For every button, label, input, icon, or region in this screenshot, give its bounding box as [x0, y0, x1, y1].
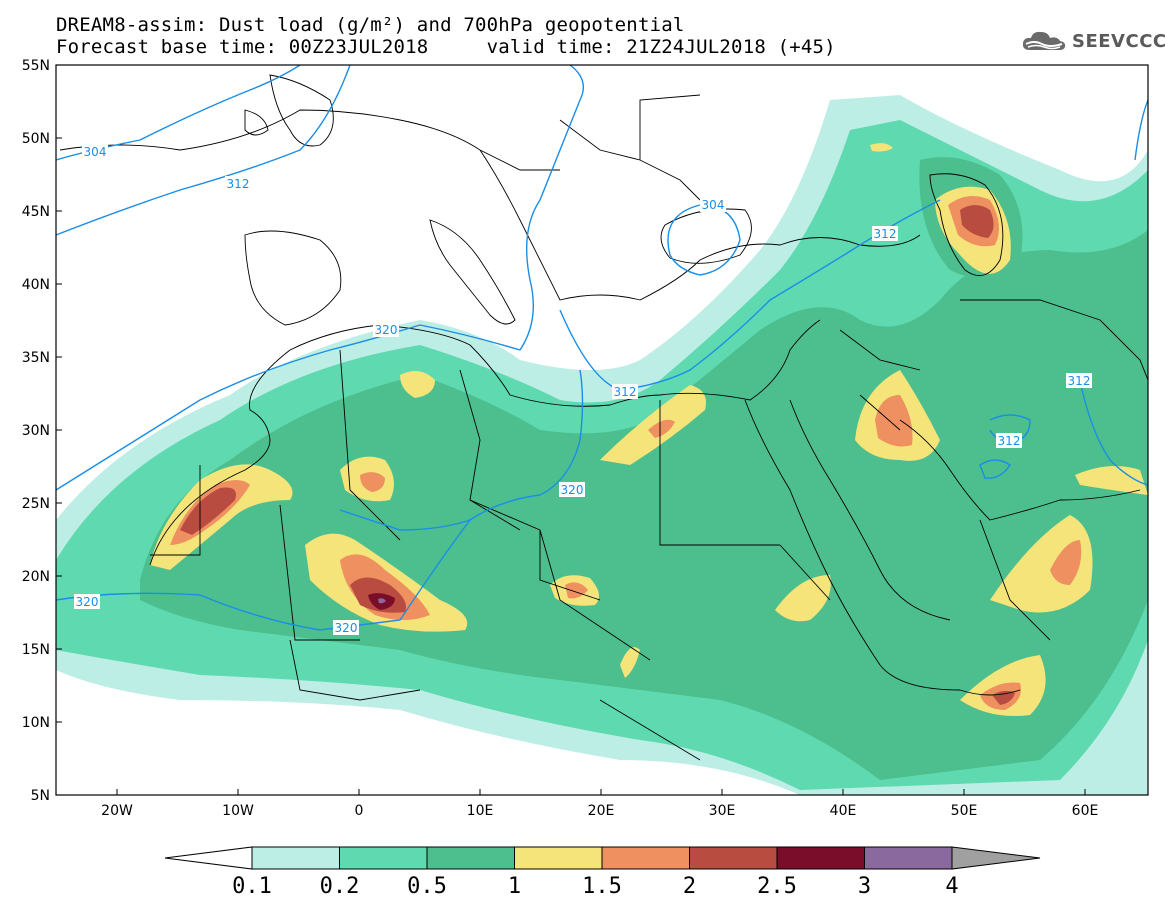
colorbar-label: 0.1: [232, 874, 272, 899]
coastlines: [59, 74, 1148, 761]
lon-label: 20E: [588, 803, 615, 819]
contour-312-ne: [1134, 99, 1148, 161]
lon-label: 10W: [222, 803, 254, 819]
dust-region-1.5-egypt: [648, 419, 675, 438]
lat-label: 25N: [22, 496, 50, 512]
contour-304-blacksea: [667, 204, 741, 276]
contour-312-central: [519, 65, 584, 351]
lat-label: 35N: [22, 350, 50, 366]
colorbar-label: 2.5: [757, 874, 797, 899]
lon-label: 60E: [1072, 803, 1099, 819]
lat-label: 20N: [22, 569, 50, 585]
lat-label: 45N: [22, 204, 50, 220]
cloud-icon: [1022, 31, 1066, 50]
lon-label: 30E: [709, 803, 736, 819]
dust-region-1-egypt: [600, 385, 706, 465]
colorbar-swatch: [602, 847, 690, 869]
contour-label: 312: [998, 434, 1021, 448]
contour-label: 312: [1068, 374, 1091, 388]
dust-region-2-wsahara: [180, 487, 236, 535]
contour-312-iran: [1079, 379, 1148, 486]
colorbar-label: 0.5: [407, 874, 447, 899]
lat-label: 55N: [22, 58, 50, 74]
dust-region-1.5-arabia: [1050, 540, 1082, 585]
colorbar-swatch: [864, 847, 952, 869]
lat-label: 15N: [22, 642, 50, 658]
contour-label: 304: [702, 198, 725, 212]
dust-region-2-caspian: [960, 205, 994, 238]
dust-region-1-hajar: [1075, 466, 1148, 495]
lat-label: 10N: [22, 715, 50, 731]
contour-320-north: [56, 324, 521, 491]
lon-label: 10E: [467, 803, 494, 819]
colorbar-label: 3: [858, 874, 871, 899]
colorbar-swatch: [427, 847, 515, 869]
latitude-labels: 55N 50N 45N 40N 35N 30N 25N 20N 15N 10N …: [22, 58, 50, 804]
contour-label: 312: [874, 227, 897, 241]
contour-312-west: [56, 65, 351, 236]
dust-region-1-arabia: [990, 515, 1093, 613]
contour-label: 312: [227, 177, 250, 191]
contour-label: 320: [76, 595, 99, 609]
lat-label: 5N: [31, 788, 50, 804]
lon-label: 50E: [951, 803, 978, 819]
colorbar-label: 1: [508, 874, 521, 899]
longitude-axis: [116, 789, 1086, 795]
contour-312-gulf2: [979, 459, 1011, 479]
lat-label: 30N: [22, 423, 50, 439]
contour-label: 320: [335, 621, 358, 635]
colorbar-swatch: [689, 847, 777, 869]
logo-text: SEEVCCC: [1072, 30, 1165, 52]
dust-region-1.5-iraq: [875, 395, 913, 447]
lon-label: 20W: [101, 803, 133, 819]
colorbar-under-triangle: [164, 846, 253, 870]
contour-labels: 304 312 304 312 320 312 320 312 312 320 …: [74, 144, 1092, 635]
colorbar-label: 4: [945, 874, 958, 899]
lon-label: 0: [355, 803, 364, 819]
contour-320-inner: [339, 509, 471, 531]
latitude-axis: [56, 64, 62, 796]
colorbar-swatch: [777, 847, 865, 869]
seevccc-logo: SEEVCCC: [1020, 28, 1165, 54]
contour-label: 312: [614, 385, 637, 399]
geopotential-contours: [56, 65, 1148, 631]
lon-label: 40E: [830, 803, 857, 819]
dust-region-1-kazakh: [870, 143, 893, 152]
colorbar-swatch: [252, 847, 340, 869]
map-title: DREAM8-assim: Dust load (g/m²) and 700hP…: [56, 14, 685, 36]
dust-region-1-sudan: [620, 647, 640, 678]
colorbar-label: 2: [683, 874, 696, 899]
contour-label: 320: [375, 323, 398, 337]
contour-320-sahel: [56, 369, 584, 631]
dust-region-0.5: [140, 230, 1148, 780]
contour-312-east: [559, 199, 941, 391]
map-subtitle-times: Forecast base time: 00Z23JUL2018 valid t…: [56, 36, 836, 58]
longitude-labels: 20W 10W 0 10E 20E 30E 40E 50E 60E: [101, 803, 1098, 819]
lat-label: 50N: [22, 131, 50, 147]
dust-region-1-ethiopia: [775, 575, 831, 622]
colorbar-label: 1.5: [582, 874, 622, 899]
colorbar-swatch: [514, 847, 602, 869]
colorbar: 0.1 0.2 0.5 1 1.5 2 2.5 3 4: [164, 846, 1041, 899]
dust-region-1-libya: [400, 371, 435, 398]
colorbar-swatch: [339, 847, 427, 869]
dust-region-1.5-algeria: [360, 472, 385, 492]
contour-label: 304: [84, 145, 107, 159]
colorbar-label: 0.2: [320, 874, 360, 899]
dust-field: [56, 95, 1148, 795]
dust-region-3-mali: [378, 598, 386, 604]
colorbar-over-triangle: [951, 846, 1041, 870]
contour-label: 320: [561, 483, 584, 497]
lat-label: 40N: [22, 277, 50, 293]
